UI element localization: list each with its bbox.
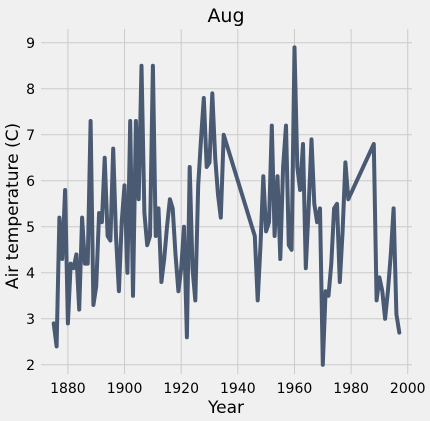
grid <box>41 29 412 374</box>
x-tick-label: 1880 <box>50 381 86 397</box>
chart-title: Aug <box>207 5 244 27</box>
x-tick-label: 2000 <box>390 381 426 397</box>
y-tick-label: 7 <box>26 128 35 144</box>
y-tick-label: 2 <box>26 358 35 374</box>
x-tick-label: 1980 <box>333 381 369 397</box>
y-tick-label: 6 <box>26 174 35 190</box>
x-axis-label: Year <box>207 398 244 418</box>
series-line <box>51 45 402 367</box>
x-tick-label: 1940 <box>220 381 256 397</box>
y-tick-label: 5 <box>26 220 35 236</box>
y-tick-label: 9 <box>26 36 35 52</box>
tick-labels: 1880 1900 1920 1940 1960 1980 2000 2 3 4 5 6 7 8 9 <box>26 36 425 397</box>
y-axis-label: Air temperature (C) <box>3 123 23 289</box>
x-tick-label: 1960 <box>277 381 313 397</box>
x-tick-label: 1900 <box>107 381 143 397</box>
y-tick-label: 3 <box>26 312 35 328</box>
y-tick-label: 8 <box>26 82 35 98</box>
series-layer <box>51 45 402 367</box>
x-tick-label: 1920 <box>163 381 199 397</box>
y-tick-label: 4 <box>26 266 35 282</box>
